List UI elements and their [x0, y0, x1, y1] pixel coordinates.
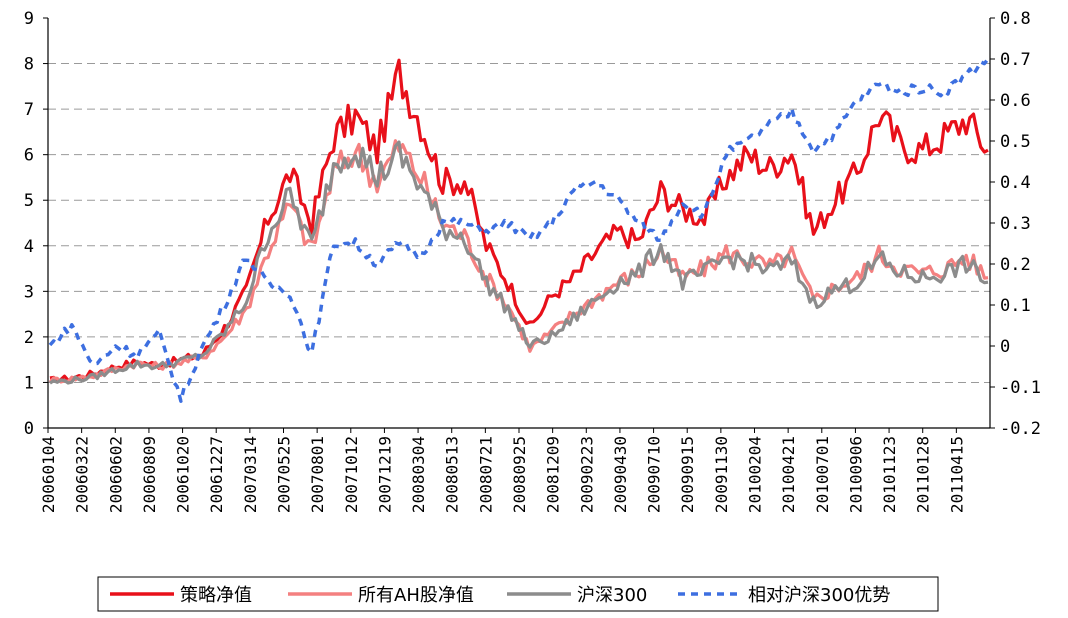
- x-tick-label: 20100421: [779, 436, 798, 513]
- y-right-tick-label: 0.5: [1000, 132, 1031, 152]
- y-left-tick-label: 8: [24, 55, 34, 75]
- y-right-tick-label: 0.6: [1000, 91, 1031, 111]
- legend-label-2: 所有AH股净值: [358, 585, 474, 606]
- x-tick-label: 20070801: [308, 436, 327, 513]
- x-tick-label: 20100906: [846, 436, 865, 513]
- y-right-tick-label: 0.4: [1000, 173, 1031, 193]
- y-right-tick-label: 0.2: [1000, 255, 1031, 275]
- x-tick-label: 20080304: [409, 436, 428, 513]
- y-right-tick-label: 0.8: [1000, 9, 1031, 29]
- series-line-4: [48, 57, 990, 403]
- x-tick-label: 20091130: [712, 436, 731, 513]
- series-line-1: [49, 58, 989, 384]
- y-right-tick-label: 0: [1000, 337, 1010, 357]
- x-tick-label: 20100701: [813, 436, 832, 513]
- y-left-tick-label: 3: [24, 282, 34, 302]
- x-tick-label: 20090430: [611, 436, 630, 513]
- x-tick-label: 20101123: [880, 436, 899, 513]
- y-right-tick-label: -0.2: [1000, 419, 1041, 439]
- y-left-tick-label: 2: [24, 328, 34, 348]
- x-tick-label: 20080721: [476, 436, 495, 513]
- y-left-tick-label: 9: [24, 9, 34, 29]
- series-layer: [48, 57, 990, 403]
- legend: 策略净值 所有AH股净值 沪深300 相对沪深300优势: [97, 576, 939, 612]
- y-left-tick-label: 6: [24, 146, 34, 166]
- series-line-3: [49, 140, 989, 385]
- x-tick-label: 20060322: [73, 436, 92, 513]
- y-left-tick-label: 1: [24, 373, 34, 393]
- x-tick-label: 20080513: [443, 436, 462, 513]
- legend-label-1: 策略净值: [180, 585, 252, 606]
- x-tick-label: 20090710: [645, 436, 664, 513]
- x-tick-label: 20110128: [914, 436, 933, 513]
- x-tick-label: 20070314: [241, 436, 260, 513]
- axes: 0 1 2 3 4 5 6 7 8 9 -0.2 -0.1 0 0.1 0.2 0.3 0.4 0.5 0.6 0.7…: [24, 9, 1041, 513]
- x-tick-label: 20060104: [39, 436, 58, 513]
- y-left-tick-label: 7: [24, 100, 34, 120]
- x-tick-label: 20061020: [174, 436, 193, 513]
- x-tick-label: 20061227: [207, 436, 226, 513]
- legend-label-4: 相对沪深300优势: [748, 585, 890, 606]
- grid-lines: [48, 63, 990, 383]
- x-tick-label: 20100204: [746, 436, 765, 513]
- x-tick-label: 20090915: [678, 436, 697, 513]
- y-right-tick-label: -0.1: [1000, 378, 1041, 398]
- x-tick-label: 20081209: [544, 436, 563, 513]
- x-tick-label: 20090223: [577, 436, 596, 513]
- x-tick-label: 20080925: [510, 436, 529, 513]
- x-tick-label: 20110415: [947, 436, 966, 513]
- x-tick-label: 20071012: [342, 436, 361, 513]
- x-tick-label: 20071219: [375, 436, 394, 513]
- y-left-tick-label: 5: [24, 191, 34, 211]
- x-tick-label: 20060602: [106, 436, 125, 513]
- y-right-tick-label: 0.7: [1000, 50, 1031, 70]
- y-right-tick-label: 0.3: [1000, 214, 1031, 234]
- y-left-tick-label: 0: [24, 419, 34, 439]
- legend-label-3: 沪深300: [577, 585, 647, 606]
- x-tick-label: 20060809: [140, 436, 159, 513]
- y-left-tick-label: 4: [24, 237, 34, 257]
- y-right-tick-label: 0.1: [1000, 296, 1031, 316]
- x-tick-label: 20070525: [275, 436, 294, 513]
- series-line-2: [48, 139, 989, 384]
